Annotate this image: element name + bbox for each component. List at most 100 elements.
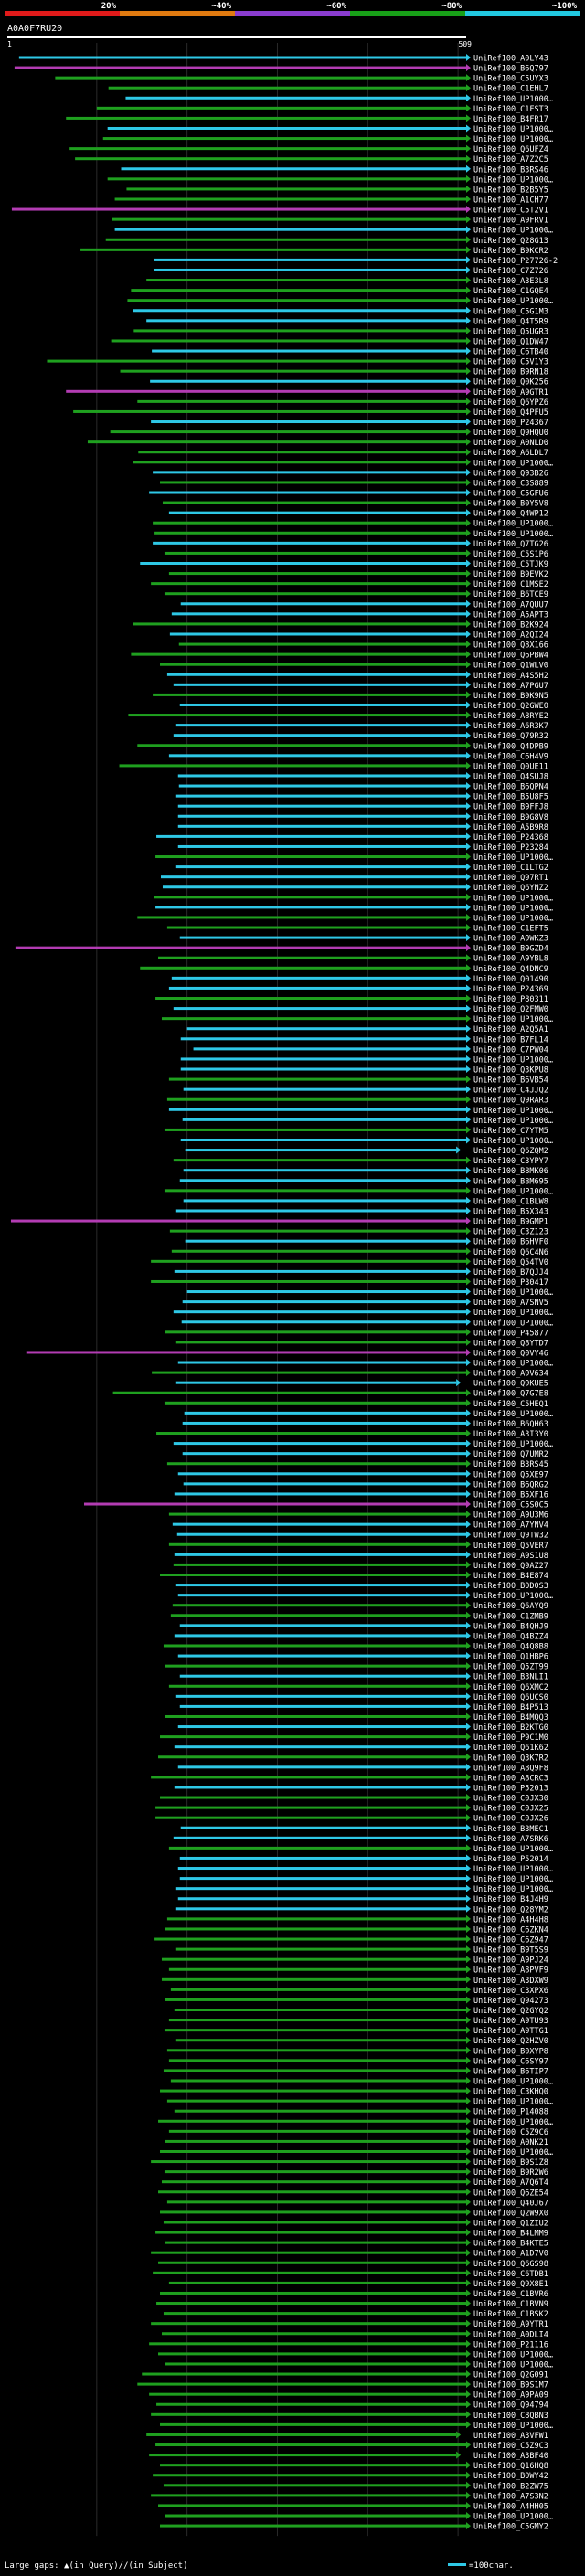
hit-row[interactable]: UniRef100_A9WKZ3 (179, 934, 548, 944)
hit-row[interactable]: UniRef100_UP1000… (181, 1318, 553, 1329)
hit-label[interactable]: UniRef100_B6Q797 (473, 65, 548, 74)
hit-row[interactable]: UniRef100_B9S1Z8 (151, 2157, 548, 2168)
hit-row[interactable]: UniRef100_UP1000… (168, 1106, 553, 1116)
hit-row[interactable]: UniRef100_A7SNV5 (182, 1298, 548, 1309)
hit-row[interactable]: UniRef100_B6QRG2 (183, 1479, 548, 1490)
hit-row[interactable]: UniRef100_P30417 (151, 1277, 548, 1288)
hit-label[interactable]: UniRef100_A9TU93 (473, 2017, 548, 2026)
hit-bar[interactable] (177, 1725, 467, 1729)
hit-label[interactable]: UniRef100_Q93B26 (473, 469, 548, 478)
hit-bar[interactable] (160, 1735, 466, 1739)
hit-bar[interactable] (151, 2160, 466, 2164)
hit-label[interactable]: UniRef100_A2QI24 (473, 631, 548, 640)
hit-bar[interactable] (166, 1097, 466, 1101)
hit-row[interactable]: UniRef100_UP1000… (154, 893, 553, 904)
hit-row[interactable]: UniRef100_Q5VER7 (168, 1541, 548, 1551)
hit-row[interactable]: UniRef100_UP1000… (184, 1409, 553, 1419)
hit-label[interactable]: UniRef100_Q6YPZ6 (473, 398, 548, 408)
hit-label[interactable]: UniRef100_Q2GYQ2 (473, 2007, 548, 2016)
hit-row[interactable]: UniRef100_Q4T5R9 (146, 316, 548, 327)
hit-row[interactable]: UniRef100_Q6PBW4 (131, 651, 548, 661)
hit-row[interactable]: UniRef100_B4FR17 (66, 114, 548, 124)
hit-bar[interactable] (155, 1816, 466, 1819)
hit-row[interactable]: UniRef100_C6H4V9 (168, 751, 548, 762)
hit-label[interactable]: UniRef100_P9C1M0 (473, 1733, 548, 1743)
hit-row[interactable]: UniRef100_B0D0S3 (176, 1581, 548, 1592)
hit-row[interactable]: UniRef100_B3MEC1 (180, 1824, 548, 1834)
hit-label[interactable]: UniRef100_C8QBN3 (473, 2412, 548, 2421)
hit-row[interactable]: UniRef100_C1GQE4 (131, 286, 548, 297)
hit-bar[interactable] (149, 491, 466, 494)
hit-label[interactable]: UniRef100_UP1000… (473, 1107, 553, 1116)
hit-label[interactable]: UniRef100_C5S0C5 (473, 1501, 548, 1511)
hit-bar[interactable] (108, 86, 467, 90)
hit-row[interactable]: UniRef100_Q3KPU8 (180, 1065, 548, 1076)
hit-label[interactable]: UniRef100_Q2GWE0 (473, 702, 548, 711)
hit-row[interactable]: UniRef100_A9TTG1 (164, 2026, 548, 2037)
hit-label[interactable]: UniRef100_Q6XMC2 (473, 1683, 548, 1692)
hit-row[interactable]: UniRef100_B9S1M7 (137, 2380, 548, 2390)
hit-label[interactable]: UniRef100_Q3K7R2 (473, 1754, 548, 1763)
hit-label[interactable]: UniRef100_A1D7V0 (473, 2250, 548, 2259)
hit-label[interactable]: UniRef100_A9V634 (473, 1370, 548, 1379)
hit-bar[interactable] (185, 1239, 467, 1243)
hit-row[interactable]: UniRef100_Q9X8E1 (168, 2279, 548, 2289)
hit-bar[interactable] (160, 2524, 466, 2528)
hit-label[interactable]: UniRef100_Q6AYQ9 (473, 1602, 548, 1611)
hit-row[interactable]: UniRef100_UP1000… (177, 1591, 553, 1602)
hit-row[interactable]: UniRef100_Q1DW47 (111, 336, 548, 347)
hit-bar[interactable] (183, 1482, 467, 1486)
hit-bar[interactable] (169, 1229, 466, 1233)
hit-bar[interactable] (149, 2454, 457, 2457)
hit-bar[interactable] (177, 1897, 467, 1901)
hit-bar[interactable] (177, 1867, 467, 1871)
hit-label[interactable]: UniRef100_Q7G7E8 (473, 1390, 548, 1399)
hit-row[interactable]: UniRef100_P21116 (149, 2339, 548, 2350)
hit-label[interactable]: UniRef100_Q5ZT99 (473, 1663, 548, 1672)
hit-label[interactable]: UniRef100_C1FST3 (473, 105, 548, 114)
hit-label[interactable]: UniRef100_C5Z9C6 (473, 2128, 548, 2137)
hit-label[interactable]: UniRef100_Q9KUE5 (473, 1380, 548, 1389)
hit-bar[interactable] (174, 1634, 467, 1638)
hit-bar[interactable] (170, 1614, 467, 1617)
hit-bar[interactable] (156, 1432, 466, 1436)
hit-row[interactable]: UniRef100_Q9RAR3 (166, 1096, 548, 1106)
hit-label[interactable]: UniRef100_A9U3M6 (473, 1511, 548, 1521)
hit-bar[interactable] (182, 1118, 466, 1121)
hit-label[interactable]: UniRef100_A9WKZ3 (473, 935, 548, 944)
hit-label[interactable]: UniRef100_UP1000… (473, 1309, 553, 1318)
hit-row[interactable]: UniRef100_UP1000… (153, 519, 553, 529)
hit-row[interactable]: UniRef100_Q28G13 (105, 236, 548, 246)
hit-bar[interactable] (160, 875, 466, 879)
hit-label[interactable]: UniRef100_UP1000… (473, 2360, 553, 2369)
hit-row[interactable]: UniRef100_Q4Q8B8 (163, 1641, 548, 1652)
hit-label[interactable]: UniRef100_A4S5H2 (473, 672, 548, 681)
hit-label[interactable]: UniRef100_Q2G091 (473, 2371, 548, 2380)
hit-row[interactable]: UniRef100_C7PW04 (193, 1044, 548, 1055)
hit-label[interactable]: UniRef100_C6TDB1 (473, 2270, 548, 2279)
hit-label[interactable]: UniRef100_Q9HQU0 (473, 429, 548, 438)
hit-row[interactable]: UniRef100_B9T5S9 (176, 1945, 548, 1956)
hit-row[interactable]: UniRef100_A7YNV4 (172, 1521, 548, 1531)
hit-row[interactable]: UniRef100_A9GTR1 (66, 387, 548, 398)
hit-bar[interactable] (125, 96, 466, 100)
hit-label[interactable]: UniRef100_C0JX30 (473, 1795, 548, 1804)
hit-row[interactable]: UniRef100_C3YPY7 (173, 1156, 548, 1167)
hit-label[interactable]: UniRef100_Q4WP12 (473, 510, 548, 519)
hit-row[interactable]: UniRef100_P52014 (179, 1854, 548, 1864)
hit-row[interactable]: UniRef100_C5GMY2 (160, 2522, 548, 2532)
hit-bar[interactable] (73, 409, 467, 413)
hit-label[interactable]: UniRef100_Q9RAR3 (473, 1097, 548, 1106)
hit-bar[interactable] (166, 926, 466, 929)
hit-row[interactable]: UniRef100_Q9HQU0 (110, 428, 548, 439)
hit-row[interactable]: UniRef100_Q6AYQ9 (172, 1601, 548, 1612)
hit-row[interactable]: UniRef100_UP1000… (166, 2097, 553, 2107)
hit-row[interactable]: UniRef100_Q2W9X0 (160, 2208, 548, 2219)
hit-label[interactable]: UniRef100_P30417 (473, 1278, 548, 1288)
hit-label[interactable]: UniRef100_C7YTM5 (473, 1127, 548, 1136)
hit-bar[interactable] (137, 399, 467, 403)
hit-label[interactable]: UniRef100_C6ZKN4 (473, 1925, 548, 1935)
hit-label[interactable]: UniRef100_C4JJQ2 (473, 1087, 548, 1096)
hit-label[interactable]: UniRef100_A9YBL8 (473, 955, 548, 964)
hit-bar[interactable] (177, 1654, 467, 1658)
